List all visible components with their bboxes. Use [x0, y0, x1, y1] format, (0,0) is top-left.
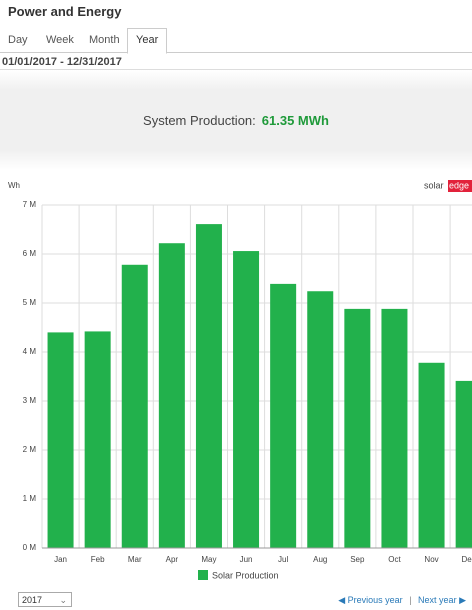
legend-swatch: [198, 570, 208, 580]
bar: [233, 251, 260, 548]
active-tab: [127, 28, 167, 54]
next-arrow: ▶: [459, 595, 466, 605]
year-select-value: 2017: [22, 595, 43, 605]
x-tick-label: Oct: [388, 555, 401, 564]
tab[interactable]: Week: [46, 34, 74, 46]
bar: [381, 308, 408, 548]
logo: edge: [449, 180, 469, 190]
y-tick-label: 7 M: [23, 200, 37, 209]
logo: solar: [424, 180, 444, 190]
x-tick-label: Dec: [462, 555, 472, 564]
x-tick-label: Jun: [240, 555, 253, 564]
tab[interactable]: Day: [8, 34, 28, 46]
tab-bar: Day Week Month Year: [0, 28, 472, 54]
x-tick-label: Jan: [54, 555, 67, 564]
x-tick-label: Apr: [166, 555, 179, 564]
year-nav: ◀ Previous year | Next year ▶: [338, 595, 466, 606]
bar: [158, 243, 185, 548]
x-tick-label: Jul: [278, 555, 288, 564]
prev-arrow: ◀: [338, 595, 346, 605]
legend-label: Solar Production: [212, 570, 279, 580]
tab[interactable]: Month: [89, 34, 120, 46]
y-tick-label: 6 M: [23, 249, 37, 258]
x-tick-label: Sep: [350, 555, 365, 564]
y-tick-label: 0 M: [23, 543, 37, 552]
next-year[interactable]: Next year: [418, 595, 457, 605]
bar: [418, 362, 445, 548]
logo-box: [448, 180, 472, 192]
x-tick-label: Mar: [128, 555, 142, 564]
x-tick-label: Feb: [91, 555, 105, 564]
x-tick-label: Nov: [424, 555, 438, 564]
y-tick-label: 2 M: [23, 445, 37, 454]
summary-label: System Production:: [143, 113, 256, 128]
bar: [307, 291, 334, 548]
year-select[interactable]: 2017 ⌄: [18, 592, 72, 607]
tab[interactable]: Year: [136, 34, 159, 46]
separator: |: [409, 595, 412, 605]
x-tick-label: Aug: [313, 555, 327, 564]
y-tick-label: 3 M: [23, 396, 37, 405]
bar: [270, 283, 297, 548]
bar: [84, 331, 111, 548]
bar: [47, 332, 74, 548]
date-range: 01/01/2017 - 12/31/2017: [2, 56, 122, 68]
y-tick-label: 1 M: [23, 494, 37, 503]
previous-year[interactable]: Previous year: [347, 595, 403, 605]
y-axis-label: Wh: [8, 181, 20, 190]
bar: [455, 380, 472, 548]
x-tick-label: May: [201, 555, 216, 564]
y-tick-label: 5 M: [23, 298, 37, 307]
summary-panel: System Production: 61.35 MWh: [0, 69, 472, 170]
y-tick-label: 4 M: [23, 347, 37, 356]
summary-value: 61.35 MWh: [261, 113, 329, 128]
bar: [121, 264, 148, 548]
panel-title: Power and Energy: [8, 4, 122, 19]
bar: [195, 224, 222, 549]
chart: Wh solar edge 0 M 1 M 2 M 3 M 4 M 5 M 6 M 7 M Ja…: [8, 180, 472, 580]
bar: [344, 308, 371, 548]
